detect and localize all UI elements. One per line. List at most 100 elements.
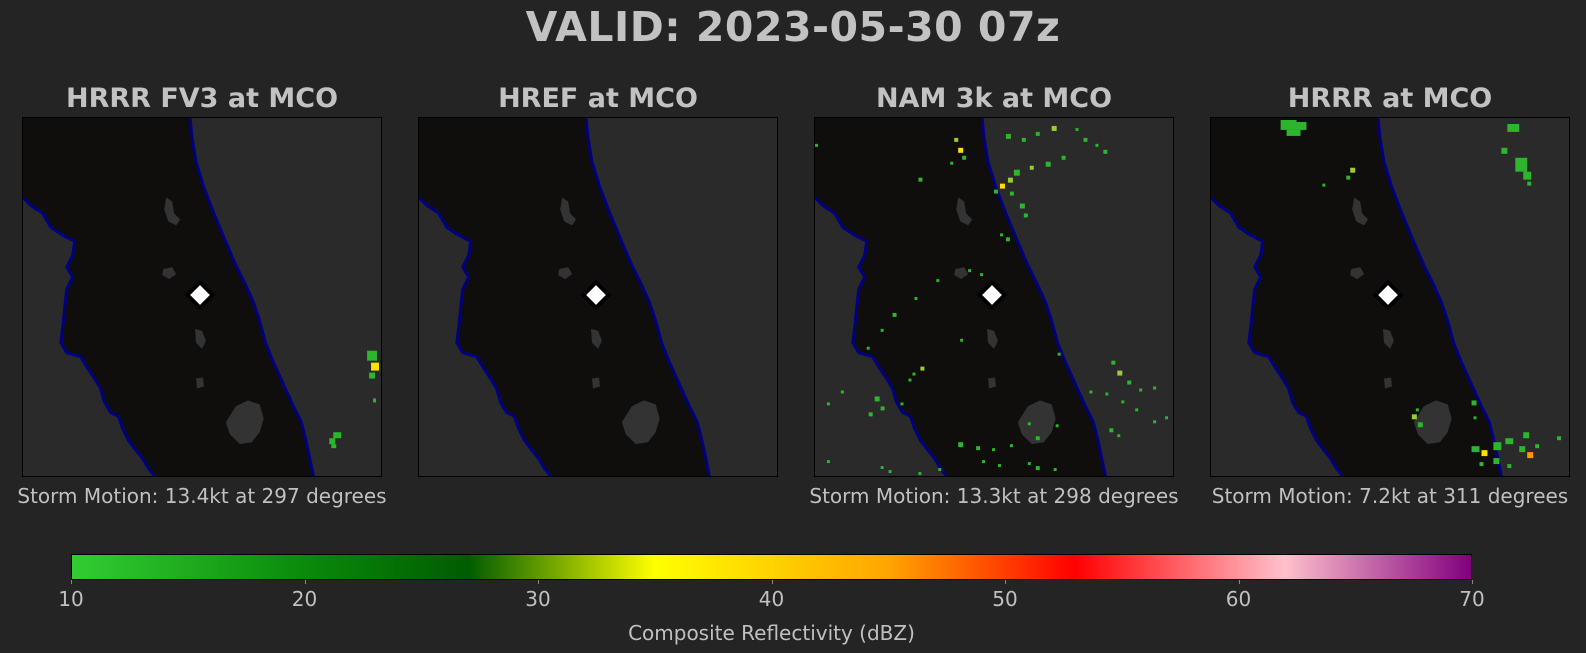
- station-marker-mco: [580, 279, 612, 311]
- reflectivity-cell: [1013, 169, 1020, 176]
- lake: [954, 267, 969, 280]
- colorbar-tick-label: 30: [525, 587, 551, 611]
- lake: [592, 377, 600, 389]
- land-area: [815, 118, 1106, 476]
- map-canvas: [1211, 118, 1569, 476]
- reflectivity-cell: [1089, 390, 1093, 394]
- lake: [558, 267, 573, 280]
- colorbar-tick-mark: [1238, 580, 1240, 584]
- reflectivity-cell: [992, 448, 995, 452]
- reflectivity-cell: [892, 312, 897, 317]
- colorbar-tick-label: 20: [291, 587, 318, 611]
- reflectivity-cell: [1051, 125, 1057, 131]
- reflectivity-cell: [1027, 462, 1031, 466]
- reflectivity-cell: [1117, 434, 1121, 438]
- coastline: [23, 118, 315, 476]
- reflectivity-cell: [367, 350, 378, 361]
- reflectivity-cell: [997, 464, 1001, 468]
- reflectivity-cell: [1507, 123, 1520, 132]
- coastline: [815, 118, 1107, 476]
- reflectivity-cell: [1117, 370, 1123, 376]
- reflectivity-cell: [918, 177, 923, 182]
- reflectivity-cell: [968, 269, 972, 273]
- reflectivity-cell: [980, 273, 984, 277]
- reflectivity-cell: [1055, 424, 1059, 428]
- reflectivity-cell: [1322, 183, 1326, 187]
- lake: [988, 377, 996, 389]
- reflectivity-cell: [1527, 452, 1534, 459]
- reflectivity-cell: [880, 466, 884, 470]
- station-marker-mco: [184, 279, 216, 311]
- reflectivity-cell: [1415, 408, 1419, 412]
- reflectivity-cell: [1153, 420, 1157, 424]
- reflectivity-cell: [982, 460, 986, 464]
- map-panel-nam-3k: [814, 117, 1174, 477]
- reflectivity-cell: [331, 444, 337, 449]
- colorbar-tick-mark: [1005, 580, 1006, 584]
- lake: [164, 197, 181, 226]
- reflectivity-cell: [1035, 466, 1040, 471]
- station-marker-mco: [1372, 279, 1404, 311]
- reflectivity-cell: [1121, 400, 1125, 404]
- reflectivity-cell: [1523, 432, 1530, 439]
- land-area: [23, 118, 314, 476]
- figure-title: VALID: 2023-05-30 07z: [525, 3, 1061, 51]
- reflectivity-cell: [1005, 237, 1010, 242]
- lake: [1383, 328, 1394, 349]
- reflectivity-cell: [1417, 422, 1423, 428]
- reflectivity-cell: [1083, 137, 1088, 142]
- map-panel-href: [418, 117, 778, 477]
- reflectivity-cell: [826, 460, 830, 464]
- reflectivity-cell: [976, 446, 981, 451]
- lake: [162, 267, 177, 280]
- reflectivity-cell: [1280, 119, 1297, 130]
- reflectivity-cell: [888, 470, 892, 474]
- reflectivity-cell: [1479, 462, 1484, 467]
- colorbar-tick-mark: [71, 580, 72, 584]
- lake: [1413, 400, 1452, 445]
- coastline: [419, 118, 711, 476]
- reflectivity-cell: [880, 328, 884, 332]
- reflectivity-cell: [1057, 352, 1061, 356]
- reflectivity-cell: [900, 402, 904, 406]
- reflectivity-cell: [950, 161, 954, 165]
- panel-title-hrrr: HRRR at MCO: [1287, 83, 1493, 114]
- reflectivity-cell: [1135, 408, 1139, 412]
- lake: [956, 197, 973, 226]
- colorbar-tick-label: 40: [758, 587, 785, 611]
- colorbar-tick-label: 50: [992, 587, 1018, 611]
- reflectivity-cell: [960, 338, 964, 342]
- lake: [195, 328, 206, 349]
- reflectivity-cell: [1471, 400, 1477, 406]
- panel-title-hrrr-fv3: HRRR FV3 at MCO: [65, 83, 339, 114]
- reflectivity-cell: [1523, 171, 1532, 180]
- storm-motion-caption-hrrr-fv3: Storm Motion: 13.4kt at 297 degrees: [17, 484, 387, 508]
- reflectivity-cell: [1471, 446, 1480, 453]
- reflectivity-cell: [840, 390, 844, 394]
- reflectivity-cell: [1515, 157, 1528, 172]
- reflectivity-cell: [1109, 428, 1114, 433]
- reflectivity-cell: [936, 279, 940, 283]
- reflectivity-cell: [329, 438, 336, 445]
- lake: [987, 328, 998, 349]
- reflectivity-cell: [958, 147, 964, 153]
- reflectivity-cell: [1165, 416, 1169, 420]
- reflectivity-cell: [1527, 181, 1532, 186]
- coastline: [1211, 118, 1503, 476]
- reflectivity-cell: [815, 143, 818, 147]
- land-area: [1211, 118, 1502, 476]
- panel-title-href: HREF at MCO: [498, 83, 698, 114]
- lake: [560, 197, 577, 226]
- reflectivity-cell: [999, 233, 1003, 237]
- reflectivity-cell: [1557, 436, 1562, 441]
- reflectivity-cell: [1045, 161, 1051, 167]
- land-area: [419, 118, 710, 476]
- reflectivity-cell: [1105, 392, 1109, 396]
- reflectivity-cell: [1075, 127, 1079, 131]
- storm-motion-caption-nam-3k: Storm Motion: 13.3kt at 298 degrees: [809, 484, 1179, 508]
- reflectivity-cell: [1009, 444, 1013, 448]
- reflectivity-cell: [1111, 360, 1116, 365]
- reflectivity-cell: [826, 402, 830, 406]
- reflectivity-cell: [1535, 444, 1540, 449]
- reflectivity-cell: [994, 189, 998, 194]
